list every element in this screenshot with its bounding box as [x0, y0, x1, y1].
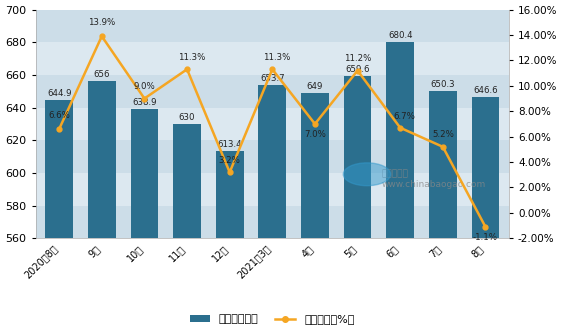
- Text: 11.2%: 11.2%: [344, 54, 371, 63]
- Bar: [131, 109, 158, 238]
- Bar: [88, 81, 115, 238]
- Text: 638.9: 638.9: [132, 98, 157, 108]
- Text: 644.9: 644.9: [47, 89, 72, 98]
- Bar: [35, 10, 509, 42]
- Text: 13.9%: 13.9%: [88, 18, 115, 27]
- Bar: [472, 97, 499, 238]
- Circle shape: [343, 163, 391, 186]
- Bar: [35, 140, 509, 173]
- Bar: [301, 93, 329, 238]
- Bar: [344, 75, 372, 238]
- Text: -1.1%: -1.1%: [473, 233, 498, 242]
- Text: 观研报告网
www.chinabaogao.com: 观研报告网 www.chinabaogao.com: [381, 169, 485, 189]
- Text: 11.3%: 11.3%: [177, 53, 205, 62]
- Text: 613.4: 613.4: [217, 140, 242, 149]
- Text: 6.7%: 6.7%: [394, 113, 415, 121]
- Bar: [35, 173, 509, 206]
- Text: 11.3%: 11.3%: [263, 53, 291, 62]
- Bar: [35, 206, 509, 238]
- Text: 653.7: 653.7: [260, 74, 285, 83]
- Text: 646.6: 646.6: [473, 86, 498, 95]
- Bar: [258, 85, 286, 238]
- Text: 649: 649: [307, 82, 323, 91]
- Text: 7.0%: 7.0%: [304, 130, 326, 139]
- Text: 5.2%: 5.2%: [432, 130, 454, 139]
- Bar: [173, 124, 201, 238]
- Text: 630: 630: [179, 113, 195, 122]
- Bar: [216, 151, 244, 238]
- Text: 650.3: 650.3: [431, 80, 455, 89]
- Text: 656: 656: [93, 71, 110, 79]
- Text: 680.4: 680.4: [388, 31, 413, 40]
- Bar: [35, 75, 509, 108]
- Bar: [386, 42, 414, 238]
- Text: 3.2%: 3.2%: [219, 156, 240, 165]
- Legend: 产量（万吨）, 同比增速（%）: 产量（万吨）, 同比增速（%）: [186, 310, 359, 329]
- Bar: [35, 42, 509, 75]
- Text: 9.0%: 9.0%: [133, 82, 155, 91]
- Bar: [429, 91, 457, 238]
- Bar: [45, 100, 73, 238]
- Text: 6.6%: 6.6%: [48, 111, 70, 120]
- Bar: [35, 108, 509, 140]
- Text: 659.6: 659.6: [345, 65, 370, 73]
